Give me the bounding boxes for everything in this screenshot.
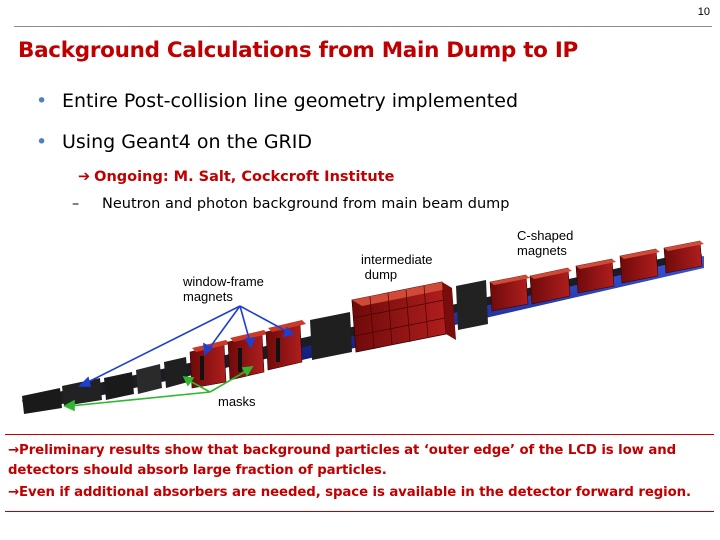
bullet-dot: • — [36, 131, 48, 153]
bullet-item: • Entire Post-collision line geometry imp… — [36, 90, 518, 112]
masks-callout-arrows — [63, 366, 254, 412]
ongoing-text: Ongoing: M. Salt, Cockcroft Institute — [94, 169, 395, 185]
result-line: →Even if additional absorbers are needed… — [8, 485, 691, 500]
sub-item-text: Neutron and photon background from main … — [102, 196, 510, 212]
top-rule — [14, 26, 712, 27]
arrow-icon: → — [8, 443, 20, 458]
bullet-dot: • — [36, 90, 48, 112]
arrow-icon: ➔ — [78, 169, 91, 185]
window-frame-magnets-group — [189, 320, 306, 389]
dash-symbol: – — [72, 196, 80, 212]
ongoing-note: ➔ Ongoing: M. Salt, Cockcroft Institute — [78, 169, 394, 185]
slide-title: Background Calculations from Main Dump t… — [18, 38, 578, 63]
bullet-text: Entire Post-collision line geometry impl… — [62, 90, 518, 112]
c-shaped-magnets-label: C-shaped magnets — [517, 228, 574, 258]
window-frame-magnets-label: window-frame magnets — [183, 274, 264, 304]
result-line: →Preliminary results show that backgroun… — [8, 443, 676, 458]
c-shaped-magnets-group — [489, 240, 704, 312]
result-text: Preliminary results show that background… — [19, 443, 676, 458]
masks-group — [22, 357, 188, 414]
result-line-continued: detectors should absorb large fraction o… — [8, 463, 387, 478]
masks-label: masks — [218, 394, 256, 409]
arrow-icon: → — [8, 485, 20, 500]
results-box — [5, 434, 714, 512]
slide-number: 10 — [697, 6, 710, 18]
sub-item: – Neutron and photon background from main… — [72, 196, 510, 212]
bullet-item: • Using Geant4 on the GRID — [36, 131, 312, 153]
result-text: Even if additional absorbers are needed,… — [19, 485, 691, 500]
intermediate-dump-group — [310, 280, 488, 360]
bullet-text: Using Geant4 on the GRID — [62, 131, 312, 153]
window-frame-callout-arrows — [78, 305, 295, 387]
intermediate-dump-label: intermediate dump — [361, 252, 433, 282]
